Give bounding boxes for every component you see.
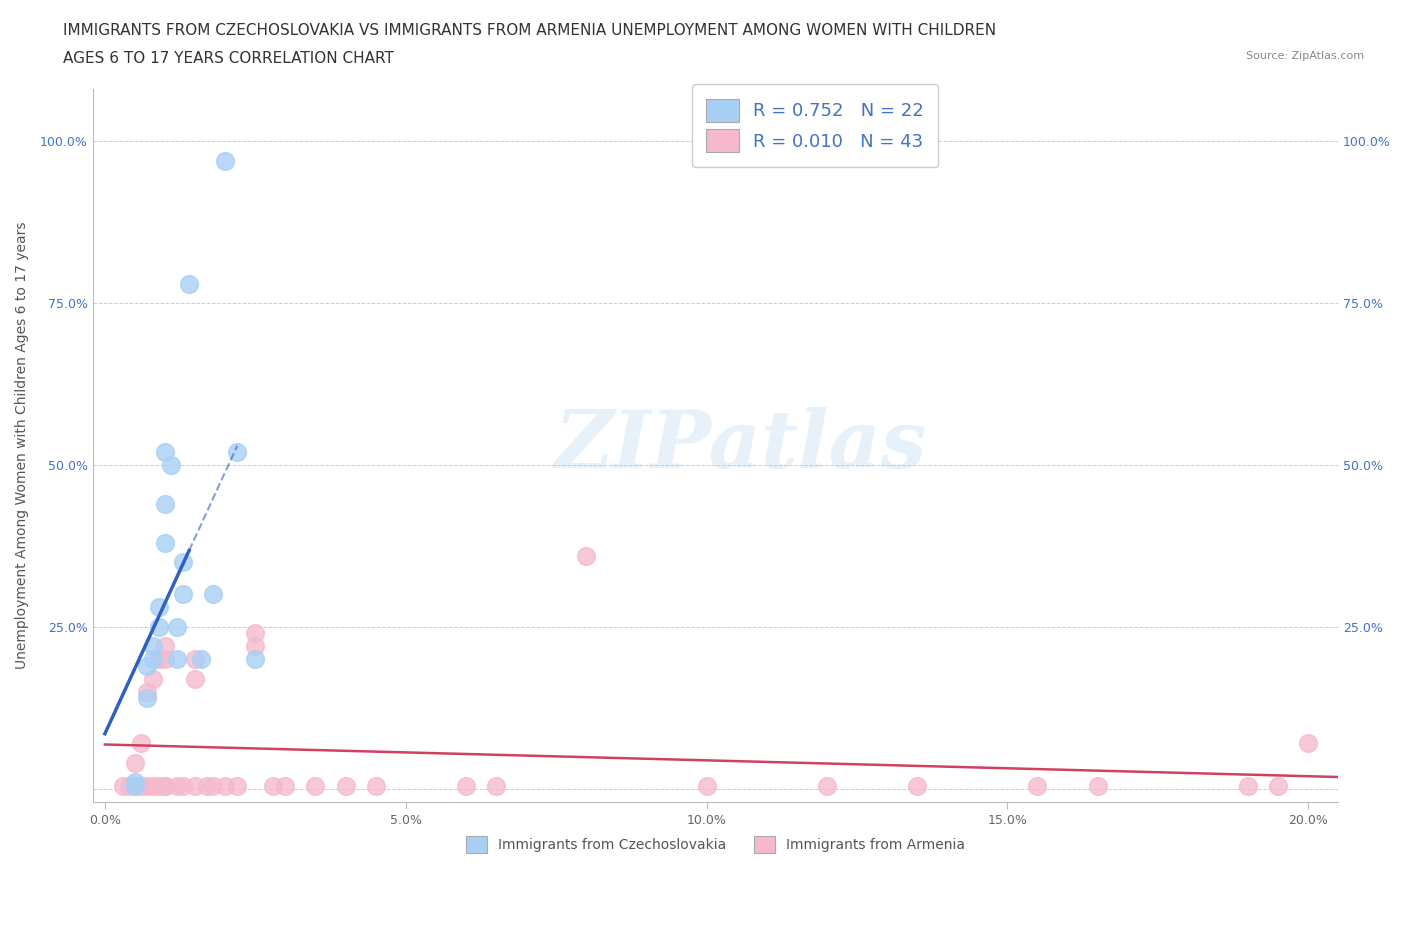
Point (129, 736, 152, 751)
Point (124, 755, 146, 770)
Point (142, 639, 165, 654)
Point (153, 652, 176, 667)
Point (153, 778, 176, 793)
Point (142, 652, 165, 667)
Point (195, 778, 218, 793)
Point (166, 619, 188, 634)
Point (136, 691, 159, 706)
Text: ZIPatlas: ZIPatlas (554, 406, 927, 485)
Point (184, 652, 207, 667)
Point (202, 778, 225, 793)
Point (148, 652, 170, 667)
Point (184, 778, 207, 793)
Point (153, 497, 176, 512)
Y-axis label: Unemployment Among Women with Children Ages 6 to 17 years: Unemployment Among Women with Children A… (15, 221, 30, 670)
Point (454, 778, 477, 793)
Point (129, 778, 152, 793)
Point (274, 778, 297, 793)
Point (136, 684, 159, 699)
Point (304, 778, 326, 793)
Point (190, 652, 212, 667)
Point (245, 639, 267, 654)
Text: Source: ZipAtlas.com: Source: ZipAtlas.com (1246, 51, 1364, 61)
Point (179, 276, 201, 291)
Point (118, 778, 141, 793)
Point (335, 778, 357, 793)
Point (696, 778, 718, 793)
Point (160, 458, 183, 472)
Point (172, 587, 194, 602)
Point (262, 778, 284, 793)
Point (1237, 778, 1260, 793)
Legend: Immigrants from Czechoslovakia, Immigrants from Armenia: Immigrants from Czechoslovakia, Immigran… (461, 830, 970, 859)
Point (364, 778, 387, 793)
Point (142, 671, 165, 686)
Point (1267, 778, 1289, 793)
Point (485, 778, 508, 793)
Point (153, 778, 176, 793)
Point (905, 778, 928, 793)
Point (214, 778, 236, 793)
Point (226, 445, 249, 459)
Point (124, 778, 146, 793)
Point (148, 600, 170, 615)
Point (124, 775, 146, 790)
Point (153, 445, 176, 459)
Text: IMMIGRANTS FROM CZECHOSLOVAKIA VS IMMIGRANTS FROM ARMENIA UNEMPLOYMENT AMONG WOM: IMMIGRANTS FROM CZECHOSLOVAKIA VS IMMIGR… (63, 23, 997, 38)
Point (172, 554, 194, 569)
Point (136, 658, 159, 673)
Point (245, 652, 267, 667)
Point (1087, 778, 1109, 793)
Point (111, 778, 134, 793)
Point (214, 153, 236, 168)
Point (166, 778, 188, 793)
Point (575, 548, 598, 563)
Point (124, 778, 146, 793)
Point (166, 652, 188, 667)
Point (202, 587, 225, 602)
Point (184, 671, 207, 686)
Point (142, 778, 165, 793)
Point (245, 626, 267, 641)
Point (226, 778, 249, 793)
Point (136, 778, 159, 793)
Point (815, 778, 838, 793)
Point (148, 778, 170, 793)
Point (172, 778, 194, 793)
Point (148, 619, 170, 634)
Point (153, 639, 176, 654)
Text: AGES 6 TO 17 YEARS CORRELATION CHART: AGES 6 TO 17 YEARS CORRELATION CHART (63, 51, 394, 66)
Point (153, 536, 176, 551)
Point (1026, 778, 1049, 793)
Point (1296, 736, 1319, 751)
